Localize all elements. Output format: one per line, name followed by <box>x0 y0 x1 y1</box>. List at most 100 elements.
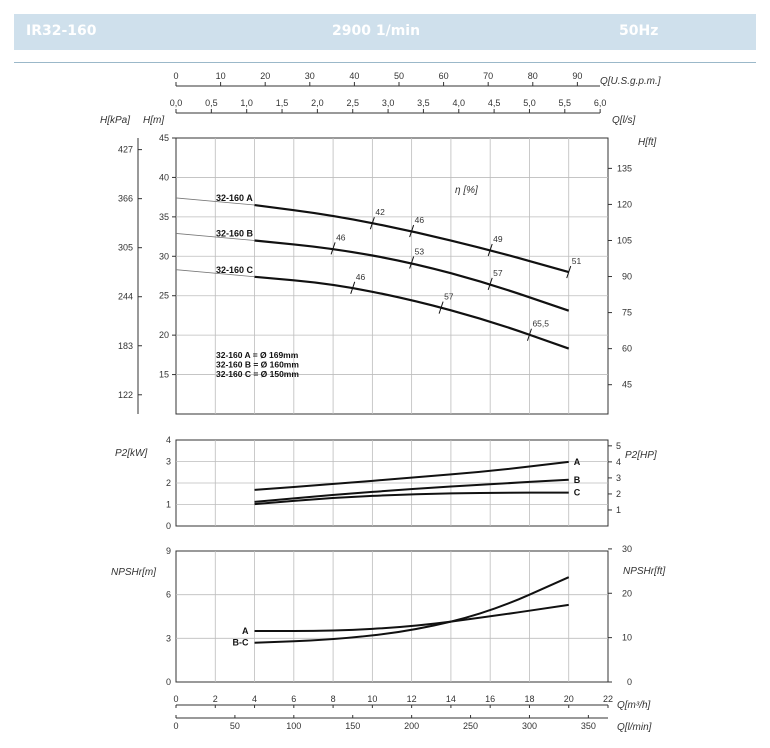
head-curve-b <box>254 239 570 312</box>
ls-tick-label: 6,0 <box>594 98 607 108</box>
impeller-diameter-note: 32-160 C = Ø 150mm <box>216 369 299 379</box>
ft-axis-title: H[ft] <box>638 137 657 148</box>
hp-tick-label: 3 <box>616 473 621 483</box>
kpa-tick-label: 427 <box>118 145 133 155</box>
usgpm-tick-label: 70 <box>483 71 493 81</box>
hp-tick-label: 4 <box>616 457 621 467</box>
npsh-ytick-label: 3 <box>166 633 171 643</box>
npsh-ft-tick-label: 10 <box>622 633 632 643</box>
head-curve-extension <box>175 197 255 206</box>
efficiency-axis-label: η [%] <box>455 185 478 196</box>
kpa-tick-label: 183 <box>118 341 133 351</box>
efficiency-mark <box>526 328 532 341</box>
efficiency-mark <box>487 243 493 257</box>
efficiency-mark <box>409 224 415 238</box>
power-curve-label: B <box>574 475 581 485</box>
kpa-tick-label: 366 <box>118 194 133 204</box>
head-curve-extension <box>175 269 255 278</box>
model-title: IR32-160 <box>26 23 97 39</box>
ls-tick-label: 5,0 <box>523 98 536 108</box>
m3h-tick-label: 20 <box>564 694 574 704</box>
head-ytick-label: 30 <box>159 251 169 261</box>
head-curve-label: 32-160 A <box>216 193 253 203</box>
lmin-tick-label: 300 <box>522 721 537 731</box>
lmin-tick-label: 350 <box>581 721 596 731</box>
efficiency-label: 42 <box>375 207 385 217</box>
m3h-tick-label: 22 <box>603 694 613 704</box>
npsh-ytick-label: 6 <box>166 590 171 600</box>
ls-tick-label: 2,5 <box>346 98 359 108</box>
usgpm-tick-label: 20 <box>260 71 270 81</box>
head-ytick-label: 35 <box>159 212 169 222</box>
usgpm-tick-label: 10 <box>216 71 226 81</box>
head-curve-label: 32-160 C <box>216 265 254 275</box>
npsh-curve-b-c <box>254 576 570 644</box>
efficiency-mark <box>369 217 375 230</box>
npsh-plot-frame <box>175 550 609 683</box>
m3h-tick-label: 16 <box>485 694 495 704</box>
ft-tick-label: 45 <box>622 380 632 390</box>
m3h-tick-label: 10 <box>367 694 377 704</box>
usgpm-tick-label: 80 <box>528 71 538 81</box>
m3h-tick-label: 6 <box>291 694 296 704</box>
power-ytick-label: 2 <box>166 478 171 488</box>
power-ytick-label: 4 <box>166 435 171 445</box>
ft-tick-label: 60 <box>622 344 632 354</box>
npsh-ft-axis-title: NPSHr[ft] <box>623 566 665 577</box>
npsh-axis-title: NPSHr[m] <box>111 567 156 578</box>
lmin-tick-label: 50 <box>230 721 240 731</box>
ls-tick-label: 4,5 <box>488 98 501 108</box>
efficiency-label: 49 <box>493 234 503 244</box>
power-curve-a <box>254 460 569 491</box>
npsh-ft-tick-label: 20 <box>622 588 632 598</box>
m3h-tick-label: 14 <box>446 694 456 704</box>
ls-tick-label: 1,5 <box>276 98 289 108</box>
m3h-axis-title: Q[m³/h] <box>617 700 651 711</box>
npsh-ft-tick-label: 0 <box>627 677 632 687</box>
npsh-ytick-label: 9 <box>166 546 171 556</box>
npsh-curve-a <box>254 603 569 633</box>
header-divider <box>14 62 756 63</box>
ft-tick-label: 75 <box>622 308 632 318</box>
usgpm-tick-label: 40 <box>349 71 359 81</box>
kpa-axis-title: H[kPa] <box>100 115 130 126</box>
ls-tick-label: 0,5 <box>205 98 218 108</box>
lmin-tick-label: 200 <box>404 721 419 731</box>
head-ytick-label: 40 <box>159 172 169 182</box>
hp-tick-label: 2 <box>616 489 621 499</box>
head-curve-label: 32-160 B <box>216 229 254 239</box>
lmin-tick-label: 250 <box>463 721 478 731</box>
ft-tick-label: 135 <box>617 163 632 173</box>
head-curve-extension <box>175 233 255 241</box>
m3h-tick-label: 12 <box>407 694 417 704</box>
lmin-tick-label: 0 <box>173 721 178 731</box>
kpa-tick-label: 305 <box>118 243 133 253</box>
efficiency-label: 53 <box>415 247 425 257</box>
head-ytick-label: 25 <box>159 291 169 301</box>
kpa-tick-label: 244 <box>118 292 133 302</box>
efficiency-mark <box>330 242 336 255</box>
m3h-tick-label: 4 <box>252 694 257 704</box>
hp-axis-title: P2[HP] <box>625 450 657 461</box>
power-curve-b <box>254 478 569 503</box>
ls-tick-label: 3,0 <box>382 98 395 108</box>
power-ytick-label: 1 <box>166 500 171 510</box>
npsh-curve-label: B-C <box>233 638 249 648</box>
efficiency-mark <box>438 301 444 314</box>
power-ytick-label: 0 <box>166 521 171 531</box>
power-ytick-label: 3 <box>166 457 171 467</box>
header-bar: IR32-160 2900 1/min 50Hz <box>14 14 756 50</box>
ft-tick-label: 105 <box>617 235 632 245</box>
ft-tick-label: 90 <box>622 272 632 282</box>
npsh-ft-tick-label: 30 <box>622 544 632 554</box>
ls-tick-label: 4,0 <box>453 98 466 108</box>
efficiency-mark <box>487 277 493 291</box>
npsh-curve-label: A <box>242 626 249 636</box>
m3h-tick-label: 2 <box>213 694 218 704</box>
head-curve-a <box>254 203 570 274</box>
m3h-tick-label: 0 <box>173 694 178 704</box>
ls-tick-label: 3,5 <box>417 98 430 108</box>
ls-axis-title: Q[l/s] <box>612 115 636 126</box>
head-axis-title: H[m] <box>143 115 164 126</box>
efficiency-label: 65,5 <box>532 319 549 329</box>
